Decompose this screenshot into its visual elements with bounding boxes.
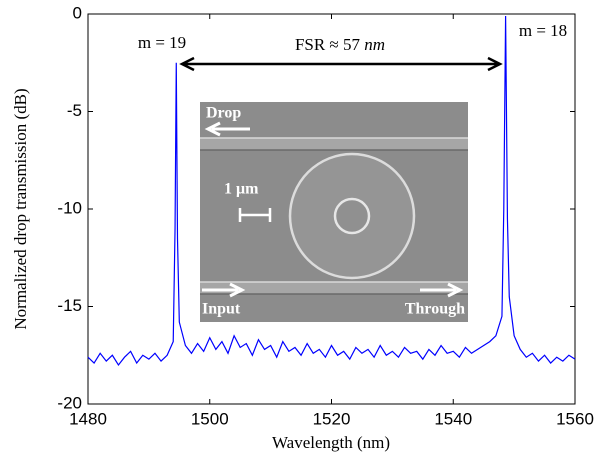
y-axis-label: Normalized drop transmission (dB) (11, 88, 30, 329)
annotation: m = 18 (519, 21, 567, 40)
spectrum-line (87, 15, 576, 367)
x-tick-label: 1520 (313, 409, 351, 428)
y-tick-label: -10 (57, 198, 82, 217)
y-tick-label: -15 (57, 296, 82, 315)
x-axis-label: Wavelength (nm) (272, 433, 390, 452)
fsr-arrow (179, 56, 503, 72)
fsr-unit: nm (364, 35, 385, 54)
x-tick-label: 1480 (69, 409, 107, 428)
fsr-label: FSR ≈ 57 nm (295, 35, 385, 54)
annotation: m = 19 (138, 33, 186, 52)
x-tick-label: 1540 (434, 409, 472, 428)
inset-image: Drop 1 μm Input Through (200, 102, 468, 322)
x-tick-label: 1500 (191, 409, 229, 428)
y-tick-label: 0 (73, 3, 82, 22)
inset-label: 1 μm (224, 181, 259, 198)
y-tick-label: -20 (57, 393, 82, 412)
inset-label: Input (202, 301, 241, 318)
inset-label: Through (405, 301, 465, 318)
inset-label: Drop (206, 105, 241, 122)
fsr-text: FSR ≈ 57 (295, 35, 361, 54)
y-tick-label: -5 (67, 101, 82, 120)
x-tick-label: 1560 (556, 409, 594, 428)
